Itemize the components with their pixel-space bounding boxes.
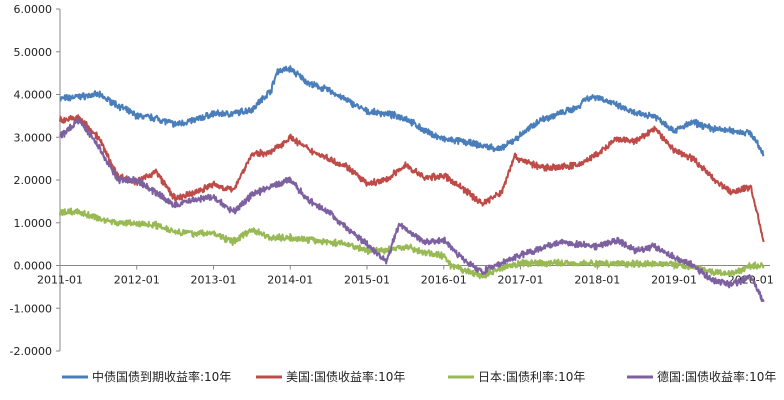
y-tick-label: 5.0000 — [14, 46, 53, 59]
x-tick-label: 2019-01 — [651, 274, 697, 287]
x-tick-label: 2012-01 — [114, 274, 160, 287]
legend: 中债国债到期收益率:10年 美国:国债收益率:10年 日本:国债利率:10年 德国:国… — [62, 369, 776, 384]
y-axis: -2.0000 -1.0000 0.0000 1.0000 2.0000 3.0000 4.… — [10, 3, 61, 358]
x-tick-label: 2011-01 — [37, 274, 83, 287]
series-line-1 — [59, 114, 765, 243]
x-tick-label: 2014-01 — [267, 274, 313, 287]
legend-item: 中债国债到期收益率:10年 — [62, 369, 231, 384]
plot-area — [59, 65, 765, 303]
legend-label: 日本:国债利率:10年 — [478, 369, 585, 384]
legend-label: 德国:国债收益率:10年 — [657, 369, 776, 384]
series-line-2 — [59, 207, 765, 280]
x-tick-label: 2017-01 — [498, 274, 544, 287]
y-tick-label: 1.0000 — [14, 217, 53, 230]
y-tick-label: 0.0000 — [14, 260, 53, 273]
x-tick-label: 2018-01 — [574, 274, 620, 287]
x-tick-label: 2016-01 — [421, 274, 467, 287]
x-tick-label: 2013-01 — [191, 274, 237, 287]
legend-label: 中债国债到期收益率:10年 — [92, 369, 231, 384]
legend-item: 美国:国债收益率:10年 — [256, 369, 405, 384]
y-tick-label: 4.0000 — [14, 89, 53, 102]
y-tick-label: 6.0000 — [14, 3, 53, 16]
legend-item: 日本:国债利率:10年 — [448, 369, 585, 384]
legend-label: 美国:国债收益率:10年 — [286, 369, 405, 384]
x-axis: 2011-01 2012-01 2013-01 2014-01 2015-01 2016-… — [37, 265, 774, 287]
series-line-0 — [59, 65, 765, 157]
y-tick-label: 2.0000 — [14, 174, 53, 187]
y-tick-label: 3.0000 — [14, 131, 53, 144]
x-tick-label: 2015-01 — [344, 274, 390, 287]
series-line-3 — [59, 118, 765, 303]
legend-item: 德国:国债收益率:10年 — [627, 369, 776, 384]
y-tick-label: -1.0000 — [10, 302, 52, 315]
y-tick-label: -2.0000 — [10, 345, 52, 358]
